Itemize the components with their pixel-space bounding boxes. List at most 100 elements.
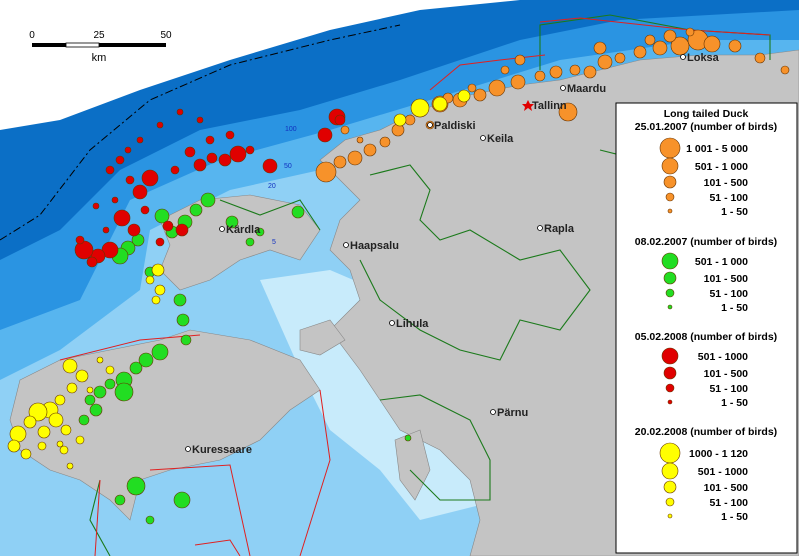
bird-observation [245,145,255,155]
place-marker [185,446,191,452]
bird-observation [176,313,190,327]
boundary-line [539,17,771,36]
bird-observation [193,158,207,172]
kihnu [394,429,431,501]
bird-observation [315,161,337,183]
bird-observation [473,88,487,102]
bird-observation [685,27,695,37]
bird-observation [125,175,135,185]
legend-symbol [659,137,681,159]
bird-observation [728,39,742,53]
protected-area [359,164,591,361]
protected-area [219,199,321,231]
bird-observation [37,441,47,451]
bird-observation [66,462,74,470]
legend-label: 1 - 50 [721,302,748,314]
legend-label: 51 - 100 [709,192,748,204]
legend-symbol [661,157,679,175]
bird-observation [176,108,184,116]
capital-star [522,100,534,111]
bird-observation [54,394,66,406]
place-marker [427,122,433,128]
bird-observation [467,83,477,93]
bird-observation [229,145,247,163]
bird-observation [28,402,48,422]
place-label: Tallinn [532,100,567,112]
place-marker [490,409,496,415]
place-marker [680,54,686,60]
bird-observation [510,74,526,90]
bird-observation [255,227,265,237]
legend-label: 1 - 50 [721,511,748,523]
boundary-line [194,539,241,556]
legend-heading: 08.02.2007 (number of birds) [635,236,777,248]
bird-observation [457,89,471,103]
legend-label: 51 - 100 [709,383,748,395]
bird-observation [189,203,203,217]
legend-label: 1 001 - 5 000 [686,143,748,155]
bird-observation [633,45,647,59]
boundary-line [59,334,201,361]
protected-area [89,479,111,556]
bird-observation [173,293,187,307]
bird-observation [132,184,148,200]
boundary-line [149,464,251,556]
bird-observation [597,54,613,70]
bird-observation [334,114,346,126]
bird-observation [93,385,107,399]
legend-symbol [667,208,673,214]
place-label: Lihula [396,318,429,330]
protected-area [539,14,771,70]
bird-observation [393,113,407,127]
bird-observation [23,415,37,429]
bird-observation [184,146,196,158]
legend: 25.01.2007 (number of birds) 1 001 - 5 00… [635,121,777,523]
bird-observation [62,358,78,374]
place-marker [480,135,486,141]
legend-symbol [667,304,673,310]
bird-observation [156,121,164,129]
bird-observation [340,125,350,135]
place-marker [389,320,395,326]
bird-observation [154,284,166,296]
place-marker [219,226,225,232]
bird-observation [86,256,98,268]
legend-symbol [663,175,677,189]
legend-label: 501 - 1000 [698,351,748,363]
legend-label: 101 - 500 [704,177,749,189]
scale-label: 0 [29,30,35,41]
bird-observation [175,223,189,237]
bird-observation [162,220,174,232]
bird-observation [37,425,51,439]
bird-observation [151,343,169,361]
depth-label: 50 [284,163,292,170]
place-label: Loksa [687,52,720,64]
legend-heading: 25.01.2007 (number of birds) [635,121,777,133]
bird-observation [780,65,790,75]
bird-observation [404,434,412,442]
scale-segment [99,43,166,47]
bird-observation [111,196,119,204]
bird-observation [534,70,546,82]
bird-observation [78,414,90,426]
bird-observation [59,445,69,455]
bird-observation [180,334,192,346]
bird-observation [200,192,216,208]
legend-heading: 20.02.2008 (number of birds) [635,426,777,438]
bird-observation [74,240,94,260]
place-label: Paldiski [434,120,476,132]
bird-observation [75,369,89,383]
place-marker [560,85,566,91]
bird-observation [488,79,506,97]
legend-heading: 05.02.2008 (number of birds) [635,331,777,343]
scale-unit: km [92,52,107,64]
depth-label: 100 [285,126,297,133]
legend-symbol [665,497,675,507]
scale-segment [65,42,100,48]
bird-observation [115,155,125,165]
bird-observation [514,54,526,66]
bird-observation [84,394,96,406]
bird-observation [593,41,607,55]
legend-label: 501 - 1 000 [695,161,748,173]
bird-observation [262,158,278,174]
